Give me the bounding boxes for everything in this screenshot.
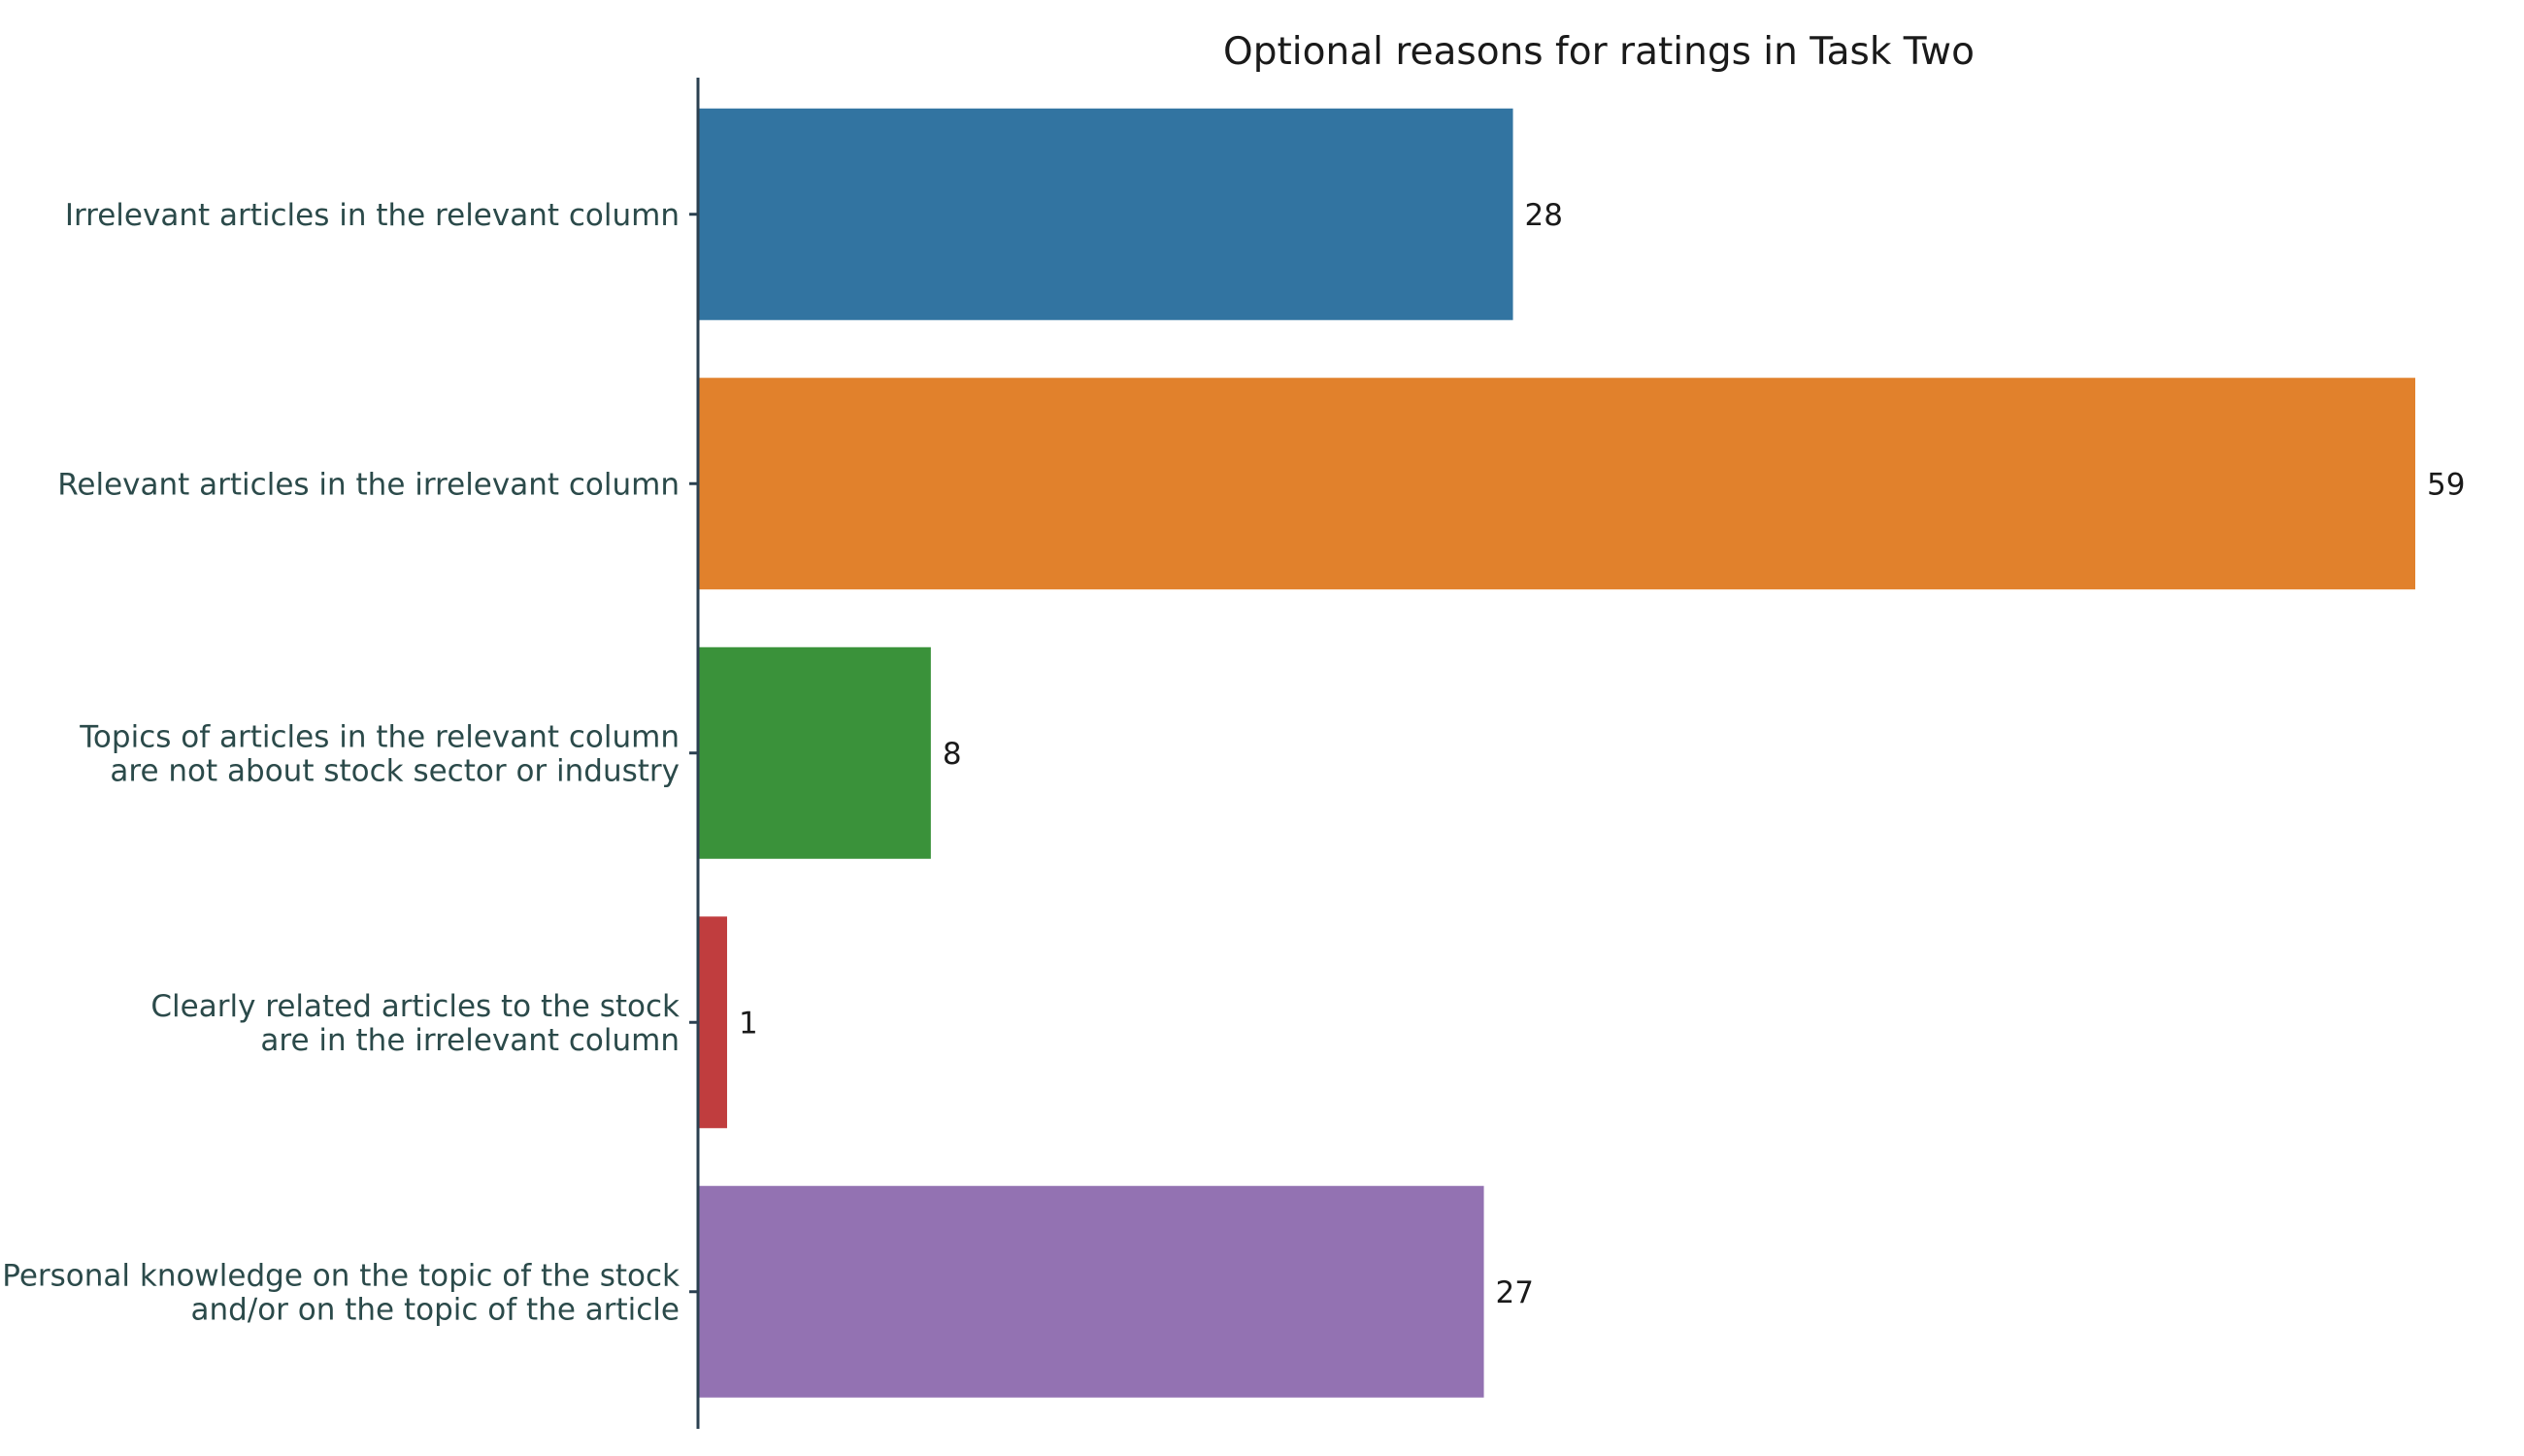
- data-label-1: 28: [1525, 198, 1563, 233]
- data-label-4: 1: [739, 1006, 758, 1041]
- bar-4: [699, 916, 727, 1129]
- y-tick-label-3: Topics of articles in the relevant colum…: [79, 719, 680, 788]
- bar-5: [699, 1185, 1484, 1398]
- y-tick-label-5: Personal knowledge on the topic of the s…: [2, 1258, 680, 1327]
- data-label-2: 59: [2427, 467, 2465, 502]
- data-label-5: 27: [1496, 1275, 1534, 1310]
- bar-2: [699, 378, 2415, 590]
- y-tick-label-1: Irrelevant articles in the relevant colu…: [65, 198, 680, 233]
- data-labels-group: 28 59 8 1 27: [739, 198, 2465, 1310]
- y-tick-labels-group: Irrelevant articles in the relevant colu…: [2, 198, 680, 1328]
- data-label-3: 8: [943, 737, 962, 772]
- bar-1: [699, 108, 1513, 320]
- y-tick-label-4: Clearly related articles to the stock are…: [150, 989, 680, 1058]
- chart-title: Optional reasons for ratings in Task Two: [1223, 30, 1975, 74]
- bars-group: [699, 108, 2415, 1398]
- y-tick-label-2: Relevant articles in the irrelevant colu…: [57, 467, 680, 502]
- bar-3: [699, 646, 931, 859]
